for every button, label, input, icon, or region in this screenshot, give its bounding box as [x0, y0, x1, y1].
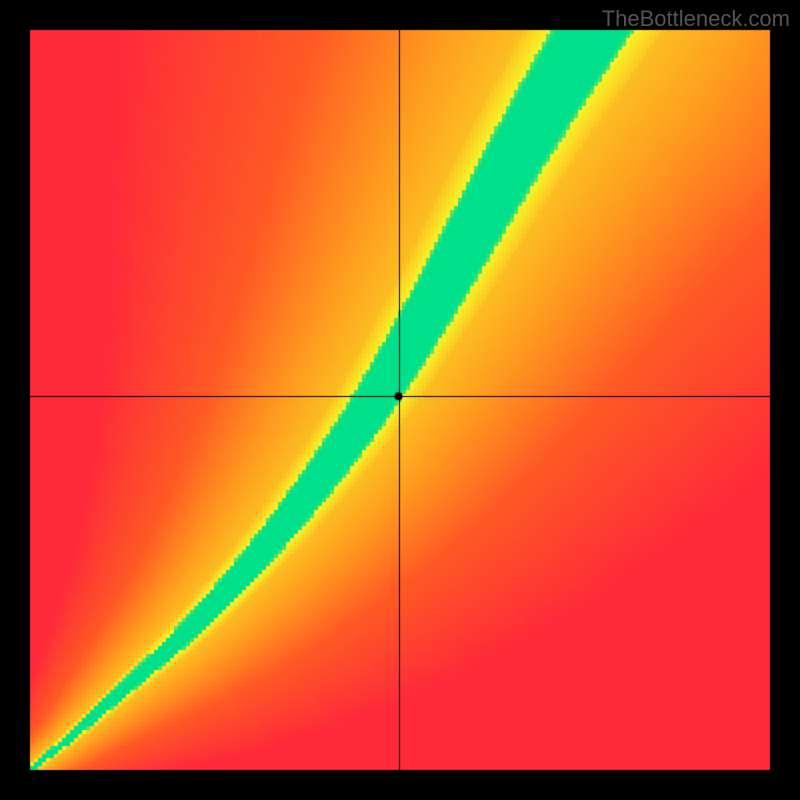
watermark-text: TheBottleneck.com — [602, 6, 790, 32]
chart-container: TheBottleneck.com — [0, 0, 800, 800]
bottleneck-heatmap — [0, 0, 800, 800]
